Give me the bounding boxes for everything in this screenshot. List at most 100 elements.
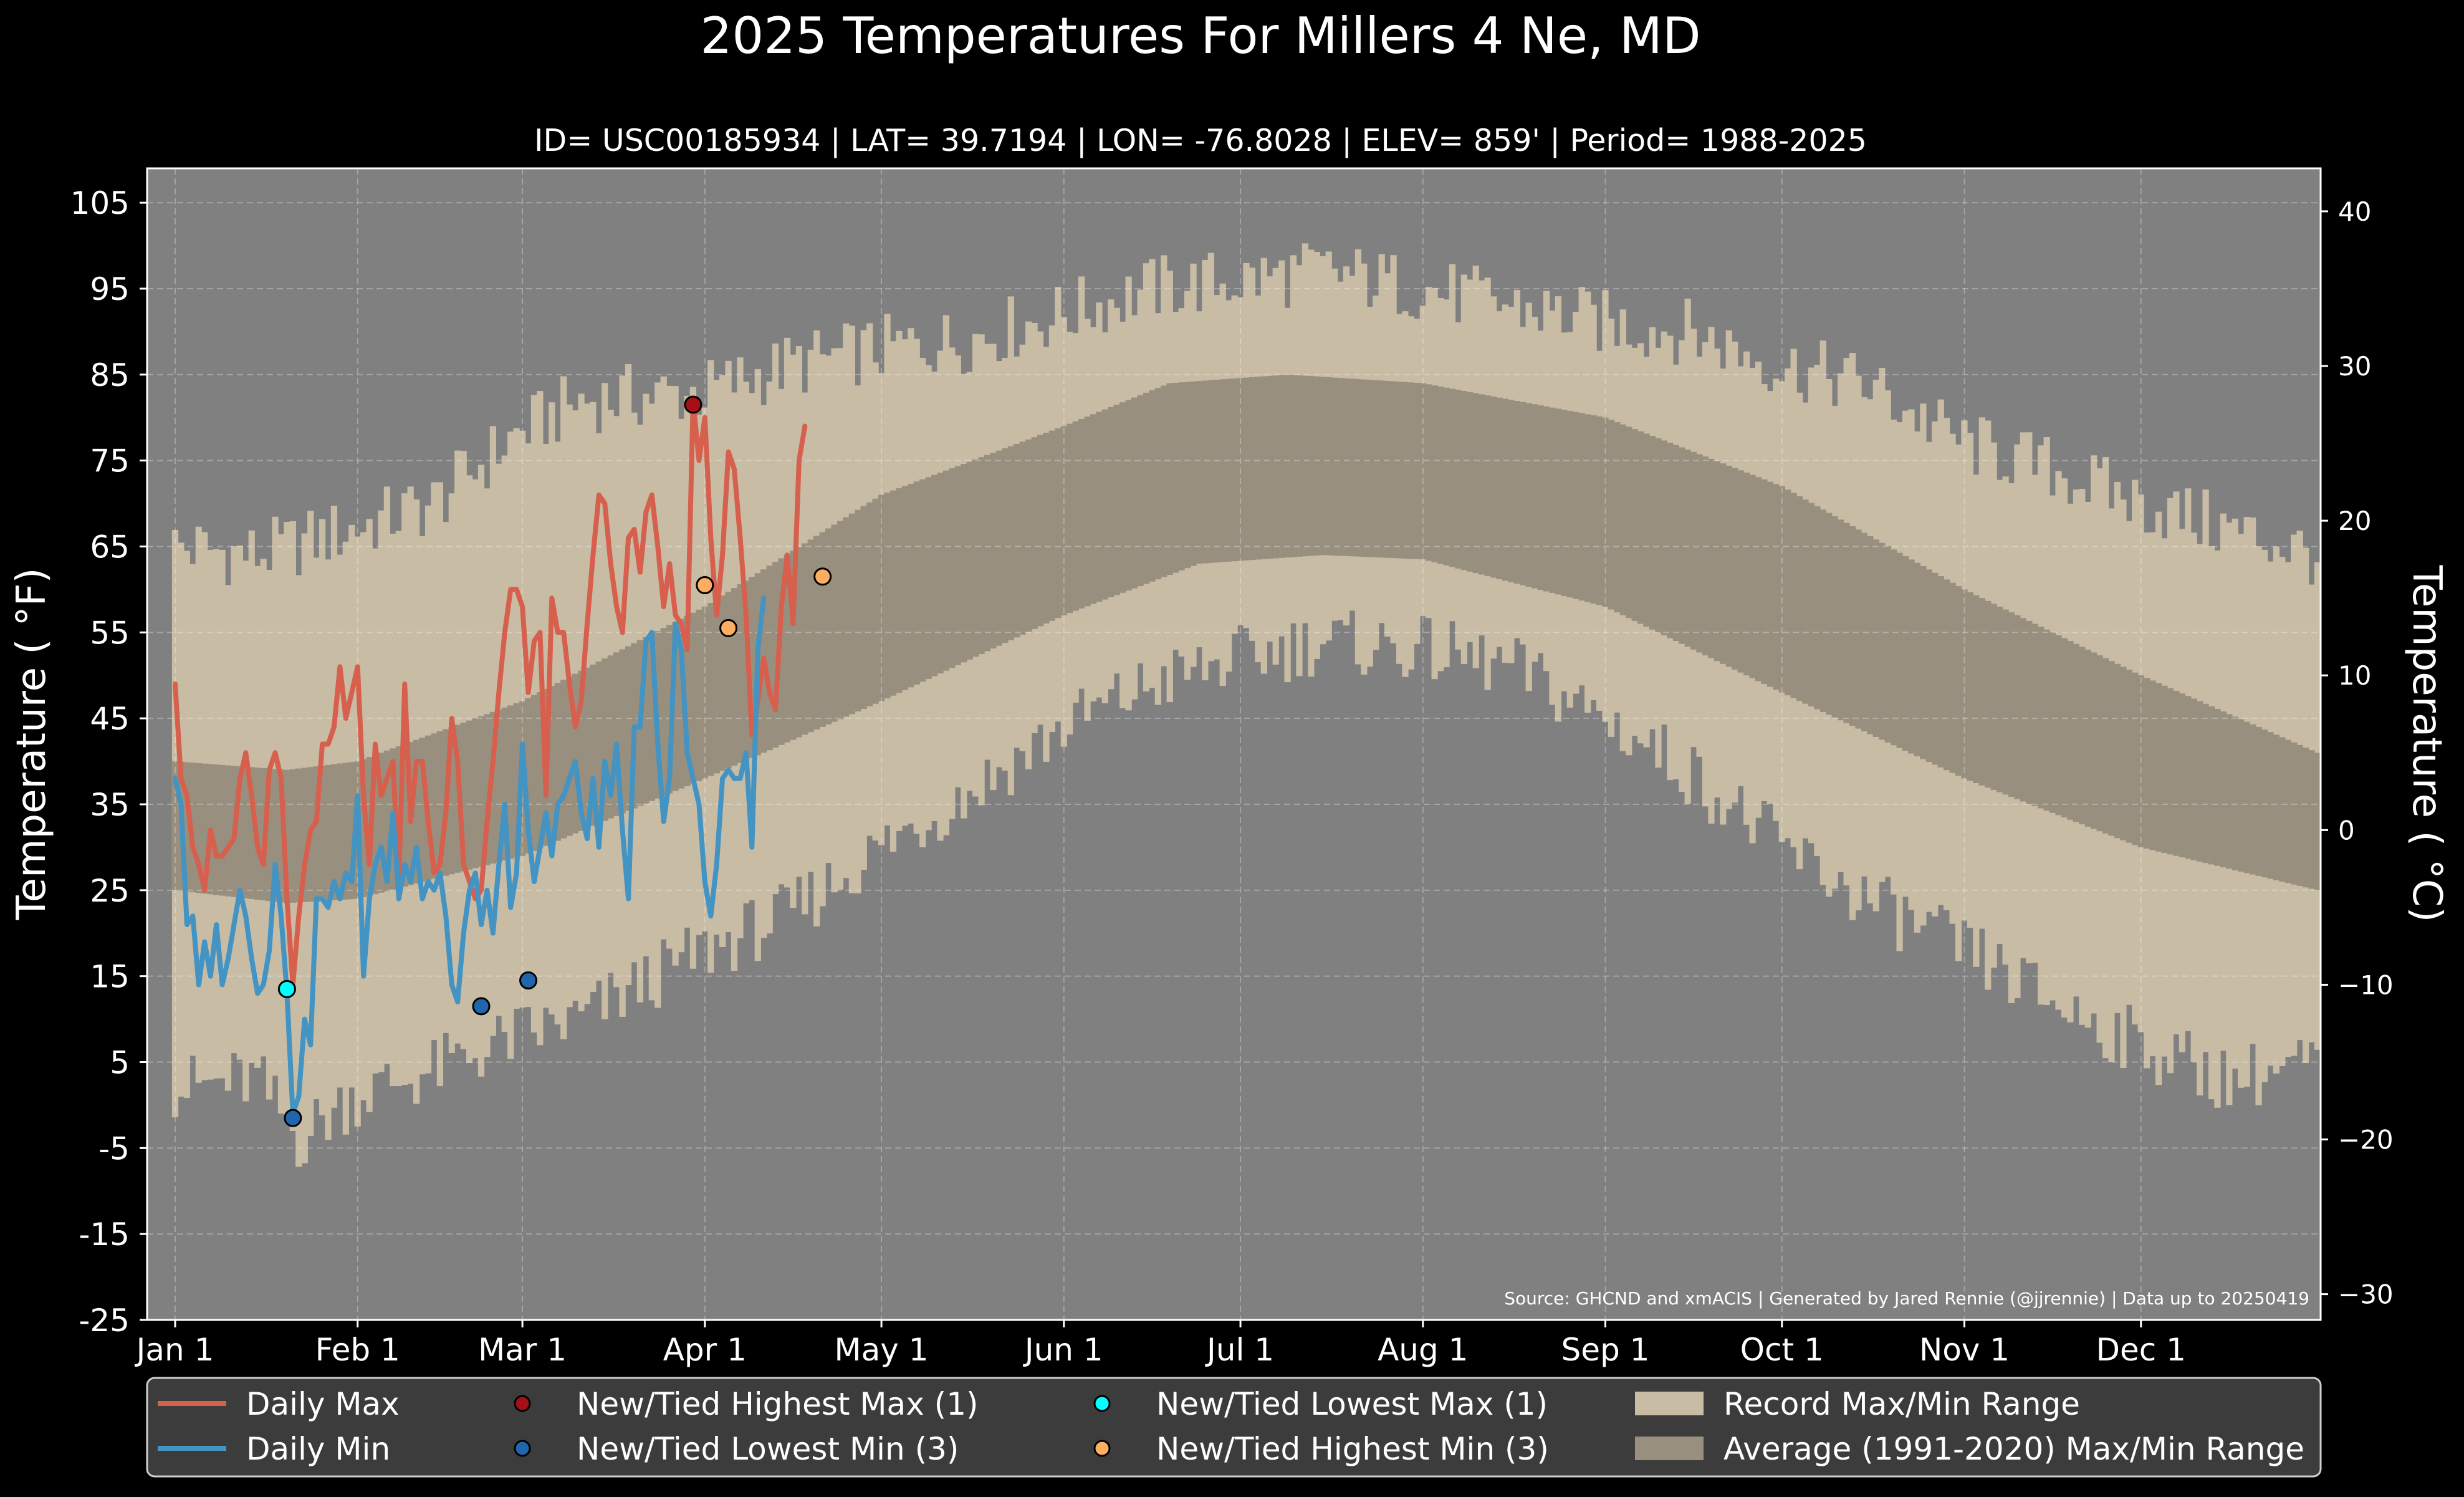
average-range-bar — [1532, 404, 1538, 589]
average-range-bar — [477, 716, 485, 867]
average-range-bar — [2144, 678, 2150, 849]
average-range-bar — [1449, 388, 1456, 567]
average-range-bar — [1773, 484, 1780, 690]
average-range-bar — [2302, 748, 2309, 888]
average-range-bar — [1584, 414, 1591, 602]
average-range-bar — [684, 615, 691, 786]
average-range-bar — [1101, 409, 1109, 600]
plot-area: Source: GHCND and xmACIS | Generated by … — [146, 167, 2322, 1321]
average-range-bar — [813, 536, 820, 730]
average-range-bar — [2291, 742, 2298, 885]
average-range-bar — [2232, 716, 2238, 870]
average-range-bar — [707, 602, 714, 776]
average-range-bar — [525, 698, 532, 854]
legend-patch-swatch — [1635, 1392, 1704, 1415]
average-range-bar — [1614, 422, 1621, 613]
average-range-bar — [2155, 683, 2162, 852]
y-tick-label-right: −30 — [2338, 1279, 2394, 1310]
average-range-bar — [1490, 396, 1497, 578]
average-range-bar — [1973, 595, 1980, 783]
y-tick-label-right: −10 — [2338, 970, 2394, 1000]
average-range-bar — [1308, 376, 1315, 556]
average-range-bar — [1925, 569, 1932, 762]
average-range-bar — [966, 461, 973, 660]
average-range-bar — [1231, 378, 1238, 562]
average-range-bar — [1313, 376, 1320, 556]
average-range-bar — [2284, 739, 2291, 883]
average-range-bar — [2220, 711, 2227, 868]
average-range-bar — [1196, 381, 1203, 564]
average-range-bar — [1479, 394, 1485, 575]
average-range-bar — [978, 457, 985, 654]
average-range-bar — [1243, 377, 1250, 561]
average-range-bar — [843, 517, 850, 717]
average-range-bar — [436, 731, 444, 878]
average-range-bar — [866, 502, 873, 706]
record-marker — [284, 1109, 302, 1127]
average-range-bar — [931, 474, 938, 676]
average-range-bar — [1460, 391, 1467, 570]
average-range-bar — [1025, 439, 1032, 632]
average-range-bar — [2149, 680, 2156, 850]
average-range-bar — [549, 686, 555, 844]
average-range-bar — [1396, 382, 1403, 559]
average-range-bar — [1908, 559, 1915, 754]
average-range-bar — [1914, 562, 1921, 757]
average-range-bar — [896, 488, 903, 693]
y-tick-label-left: 25 — [90, 873, 130, 909]
average-range-bar — [2238, 719, 2245, 872]
y-axis-label-right: Temperature ( °C) — [2404, 565, 2450, 923]
average-range-bar — [2055, 635, 2062, 816]
average-range-bar — [1055, 428, 1062, 619]
average-range-bar — [2226, 714, 2233, 869]
y-tick-label-left: 15 — [90, 959, 130, 995]
average-range-bar — [401, 744, 408, 887]
record-marker — [696, 576, 714, 595]
average-range-bar — [954, 466, 961, 665]
average-range-bar — [1590, 415, 1597, 604]
average-range-bar — [1043, 433, 1050, 624]
average-range-bar — [889, 490, 897, 696]
average-range-bar — [1755, 477, 1762, 681]
average-range-bar — [766, 566, 773, 751]
y-axis-label-left: Temperature ( °F) — [9, 568, 55, 921]
average-range-bar — [1819, 509, 1826, 712]
average-range-bar — [1037, 435, 1044, 627]
average-range-bar — [2108, 661, 2115, 836]
average-range-bar — [848, 513, 855, 715]
average-range-bar — [1831, 516, 1838, 718]
average-range-bar — [2185, 696, 2192, 859]
average-range-bar — [1502, 398, 1509, 581]
average-range-bar — [2031, 623, 2038, 806]
average-range-bar — [1455, 390, 1462, 569]
average-range-bar — [908, 483, 914, 688]
average-range-bar — [1019, 441, 1026, 635]
average-range-bar — [1596, 416, 1603, 605]
average-range-bar — [1932, 572, 1939, 765]
average-range-bar — [901, 486, 908, 690]
average-range-bar — [1843, 522, 1850, 723]
average-range-bar — [171, 761, 179, 890]
record-marker — [277, 980, 296, 998]
average-range-bar — [530, 695, 538, 851]
average-range-bar — [972, 459, 979, 657]
average-range-bar — [802, 543, 808, 735]
average-range-bar — [872, 498, 879, 704]
average-range-bar — [1637, 431, 1644, 624]
average-range-bar — [595, 661, 602, 824]
average-range-bar — [1714, 461, 1721, 662]
y-axis-left: -25 -15 -5 5 15 25 35 45 55 65 75 85 95 105 — [70, 185, 147, 1339]
record-marker — [519, 971, 538, 990]
average-range-bar — [1702, 456, 1709, 656]
average-range-bar — [619, 649, 626, 814]
average-range-bar — [1602, 417, 1609, 607]
average-range-bar — [1214, 380, 1220, 563]
average-range-bar — [784, 554, 791, 743]
average-range-bar — [2273, 734, 2280, 880]
average-range-bar — [1732, 468, 1738, 670]
average-range-bar — [2049, 632, 2056, 813]
legend-label: New/Tied Highest Min (3) — [1156, 1431, 1549, 1467]
average-range-bar — [2137, 675, 2144, 847]
average-range-bar — [1249, 377, 1256, 561]
y-tick-label-left: 5 — [110, 1044, 130, 1081]
